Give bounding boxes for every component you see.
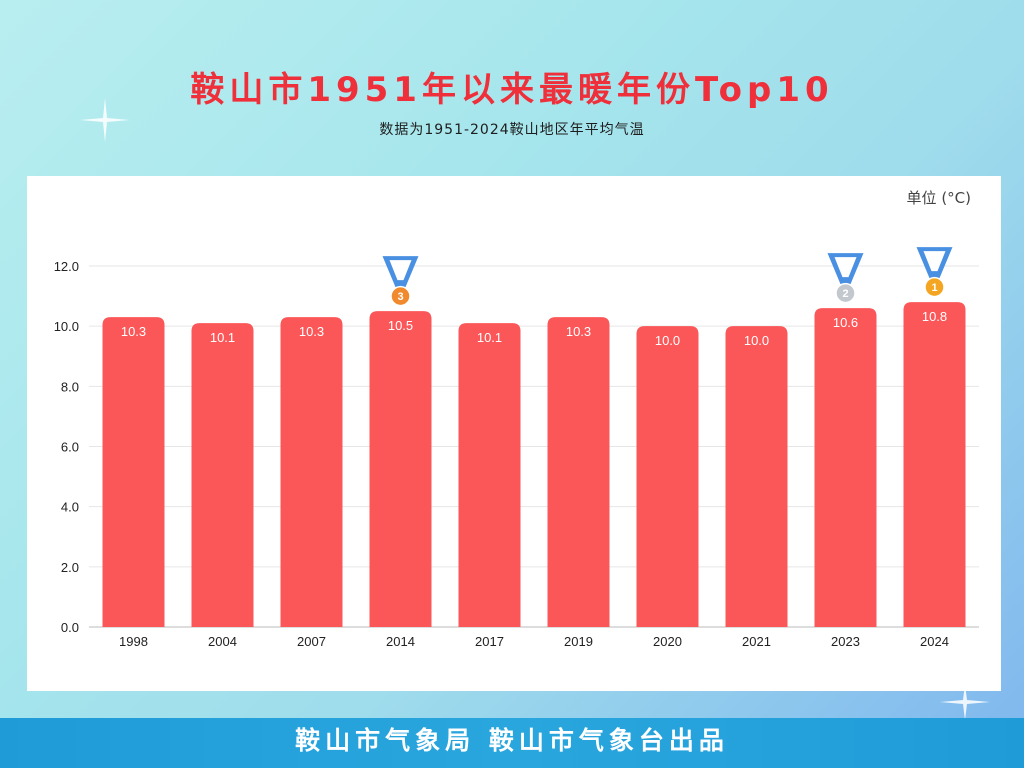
- sparkle-icon: [940, 684, 990, 720]
- x-tick-label: 2004: [208, 634, 237, 649]
- bar-value-label: 10.1: [477, 330, 502, 345]
- chart-subtitle: 数据为1951-2024鞍山地区年平均气温: [379, 122, 645, 138]
- x-tick-label: 2021: [742, 634, 771, 649]
- medal-icon: [390, 285, 411, 307]
- x-tick-label: 2007: [297, 634, 326, 649]
- bar-value-label: 10.3: [299, 324, 324, 339]
- bar-value-label: 10.6: [833, 315, 858, 330]
- unit-label: 单位 (°C): [907, 189, 971, 207]
- bar-value-label: 10.1: [210, 330, 235, 345]
- medal-rank-label: 3: [397, 291, 403, 303]
- bar-2019: [547, 317, 610, 627]
- bar-2020: [636, 326, 699, 627]
- medal-rank-label: 2: [842, 288, 848, 300]
- x-tick-label: 2019: [564, 634, 593, 649]
- y-tick-label: 10.0: [54, 319, 79, 334]
- medal-ribbon-inner: [923, 251, 946, 272]
- chart-title: 鞍山市1951年以来最暖年份Top10: [190, 70, 834, 110]
- x-tick-label: 2014: [386, 634, 415, 649]
- bar-value-label: 10.0: [655, 333, 680, 348]
- bar-2021: [725, 326, 788, 627]
- y-tick-label: 8.0: [61, 379, 79, 394]
- bar-value-label: 10.0: [744, 333, 769, 348]
- medal-icon: [924, 276, 945, 298]
- x-tick-label: 2024: [920, 634, 949, 649]
- x-tick-label: 2020: [653, 634, 682, 649]
- medal-ribbon-inner: [389, 260, 412, 281]
- x-tick-label: 1998: [119, 634, 148, 649]
- bar-2023: [814, 308, 877, 627]
- sparkle-icon: [80, 98, 130, 142]
- footer-banner: 鞍山市气象局 鞍山市气象台出品: [0, 718, 1024, 768]
- bar-2007: [280, 317, 343, 627]
- bar-value-label: 10.8: [922, 309, 947, 324]
- bar-value-label: 10.3: [566, 324, 591, 339]
- medal-ribbon-inner: [834, 257, 857, 278]
- x-tick-label: 2023: [831, 634, 860, 649]
- bar-2024: [903, 302, 966, 627]
- medal-rank-label: 1: [931, 282, 937, 294]
- y-tick-label: 12.0: [54, 259, 79, 274]
- y-tick-label: 0.0: [61, 620, 79, 635]
- chart-panel: 单位 (°C) 0.0 2.0 4.0 6.0 8.0 10.0 12.0 10.3 1998 10…: [27, 176, 1001, 691]
- x-tick-label: 2017: [475, 634, 504, 649]
- bar-2017: [458, 323, 521, 627]
- medal-icon: [835, 282, 856, 304]
- bar-2004: [191, 323, 254, 627]
- y-tick-label: 4.0: [61, 500, 79, 515]
- y-tick-label: 2.0: [61, 560, 79, 575]
- bar-2014: [369, 311, 432, 627]
- y-tick-label: 6.0: [61, 440, 79, 455]
- bar-value-label: 10.5: [388, 318, 413, 333]
- bar-value-label: 10.3: [121, 324, 146, 339]
- bar-1998: [102, 317, 165, 627]
- bar-chart: 单位 (°C) 0.0 2.0 4.0 6.0 8.0 10.0 12.0 10.3 1998 10…: [54, 189, 979, 649]
